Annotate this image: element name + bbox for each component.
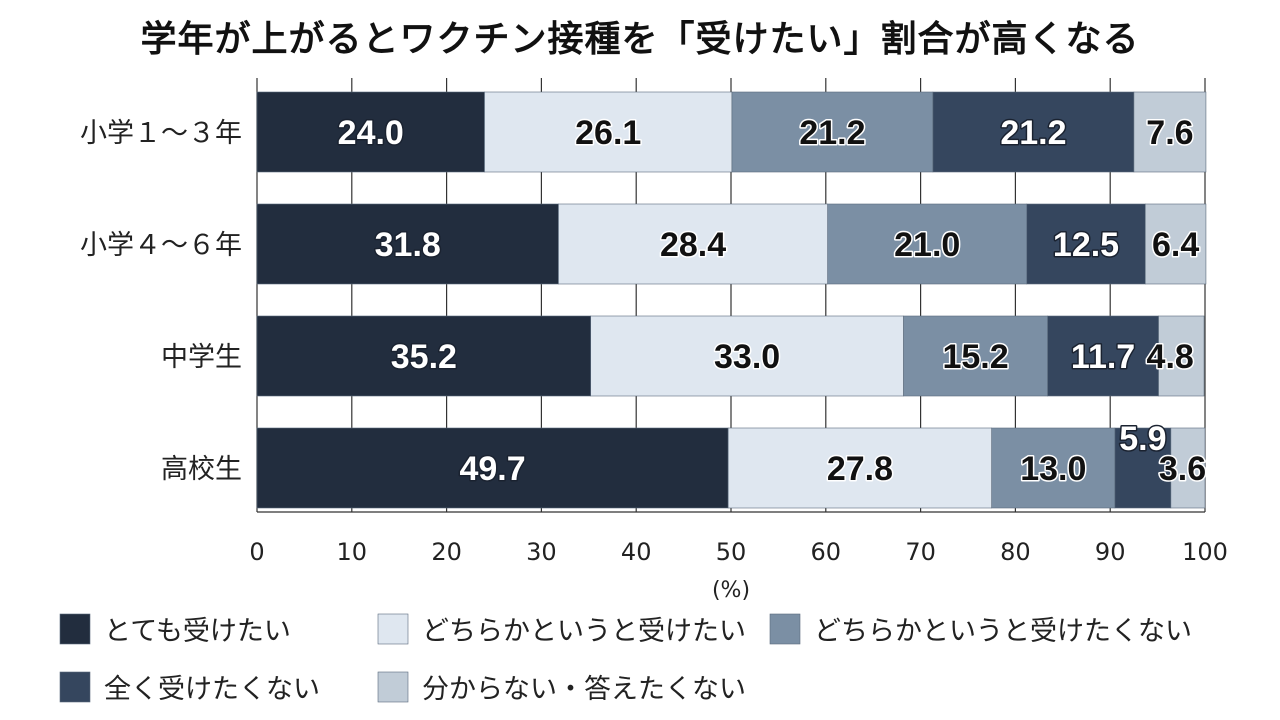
- category-label-2: 小学４～６年: [80, 230, 242, 261]
- x-tick-label-10: 10: [337, 538, 368, 566]
- data-label-2-4: 12.5: [1053, 226, 1119, 264]
- data-label-1-1: 24.0: [338, 114, 404, 152]
- bar-4-series-3: [991, 427, 1116, 509]
- x-tick-label-40: 40: [621, 538, 652, 566]
- category-label-3: 中学生: [161, 342, 242, 373]
- legend-swatch-1: [59, 613, 91, 645]
- data-label-1-2: 26.1: [575, 114, 641, 152]
- data-label-4-4: 5.9: [1119, 420, 1166, 458]
- bar-4-series-5: [1170, 427, 1206, 509]
- legend-swatch-2: [377, 613, 409, 645]
- data-label-2-3: 21.0: [894, 226, 960, 264]
- x-tick-label-100: 100: [1182, 538, 1228, 566]
- category-label-4: 高校生: [161, 454, 242, 485]
- data-label-3-3: 15.2: [942, 338, 1008, 376]
- legend-label-4: 全く受けたくない: [104, 674, 320, 705]
- x-tick-label-30: 30: [526, 538, 557, 566]
- legend-label-1: とても受けたい: [104, 616, 291, 647]
- data-label-2-5: 6.4: [1152, 226, 1199, 264]
- bar-2-series-2: [558, 203, 828, 285]
- x-axis-unit-label: (%): [712, 578, 750, 603]
- data-label-4-3: 13.0: [1020, 450, 1086, 488]
- x-tick-label-90: 90: [1095, 538, 1126, 566]
- bar-3-series-1: [256, 315, 591, 397]
- data-label-3-5: 4.8: [1147, 338, 1194, 376]
- bar-1-series-1: [256, 91, 485, 173]
- legend-label-5: 分からない・答えたくない: [422, 674, 746, 705]
- bar-2-series-3: [827, 203, 1028, 285]
- x-tick-label-50: 50: [716, 538, 747, 566]
- data-label-1-4: 21.2: [1000, 114, 1066, 152]
- bar-4-series-4: [1114, 427, 1172, 509]
- bar-4-series-2: [727, 427, 993, 509]
- legend-label-3: どちらかというと受けたくない: [814, 616, 1192, 647]
- x-tick-label-0: 0: [249, 538, 264, 566]
- x-tick-label-70: 70: [905, 538, 936, 566]
- legend-swatch-3: [769, 613, 801, 645]
- chart-title: 学年が上がるとワクチン接種を「受けたい」割合が高くなる: [140, 19, 1140, 60]
- category-label-1: 小学１～３年: [80, 118, 242, 149]
- data-label-3-2: 33.0: [714, 338, 780, 376]
- legend-swatch-4: [59, 671, 91, 703]
- bar-1-series-3: [731, 91, 934, 173]
- data-label-1-5: 7.6: [1146, 114, 1193, 152]
- bar-3-series-4: [1047, 315, 1159, 397]
- data-label-4-2: 27.8: [827, 450, 893, 488]
- x-tick-label-20: 20: [431, 538, 462, 566]
- data-label-1-3: 21.2: [799, 114, 865, 152]
- bar-2-series-1: [256, 203, 559, 285]
- bar-3-series-2: [590, 315, 904, 397]
- data-label-3-4: 11.7: [1071, 338, 1135, 376]
- legend-swatch-5: [377, 671, 409, 703]
- bar-2-series-5: [1144, 203, 1207, 285]
- bar-3-series-3: [903, 315, 1048, 397]
- legend-label-2: どちらかというと受けたい: [422, 616, 746, 647]
- bar-3-series-5: [1158, 315, 1205, 397]
- bar-2-series-4: [1026, 203, 1146, 285]
- data-label-3-1: 35.2: [391, 338, 457, 376]
- data-label-4-5: 3.6: [1159, 450, 1206, 488]
- data-label-2-2: 28.4: [660, 226, 726, 264]
- x-tick-label-60: 60: [811, 538, 842, 566]
- data-label-2-1: 31.8: [375, 226, 441, 264]
- x-tick-label-80: 80: [1000, 538, 1031, 566]
- bar-1-series-5: [1133, 91, 1207, 173]
- bar-4-series-1: [256, 427, 729, 509]
- data-label-4-1: 49.7: [459, 450, 525, 488]
